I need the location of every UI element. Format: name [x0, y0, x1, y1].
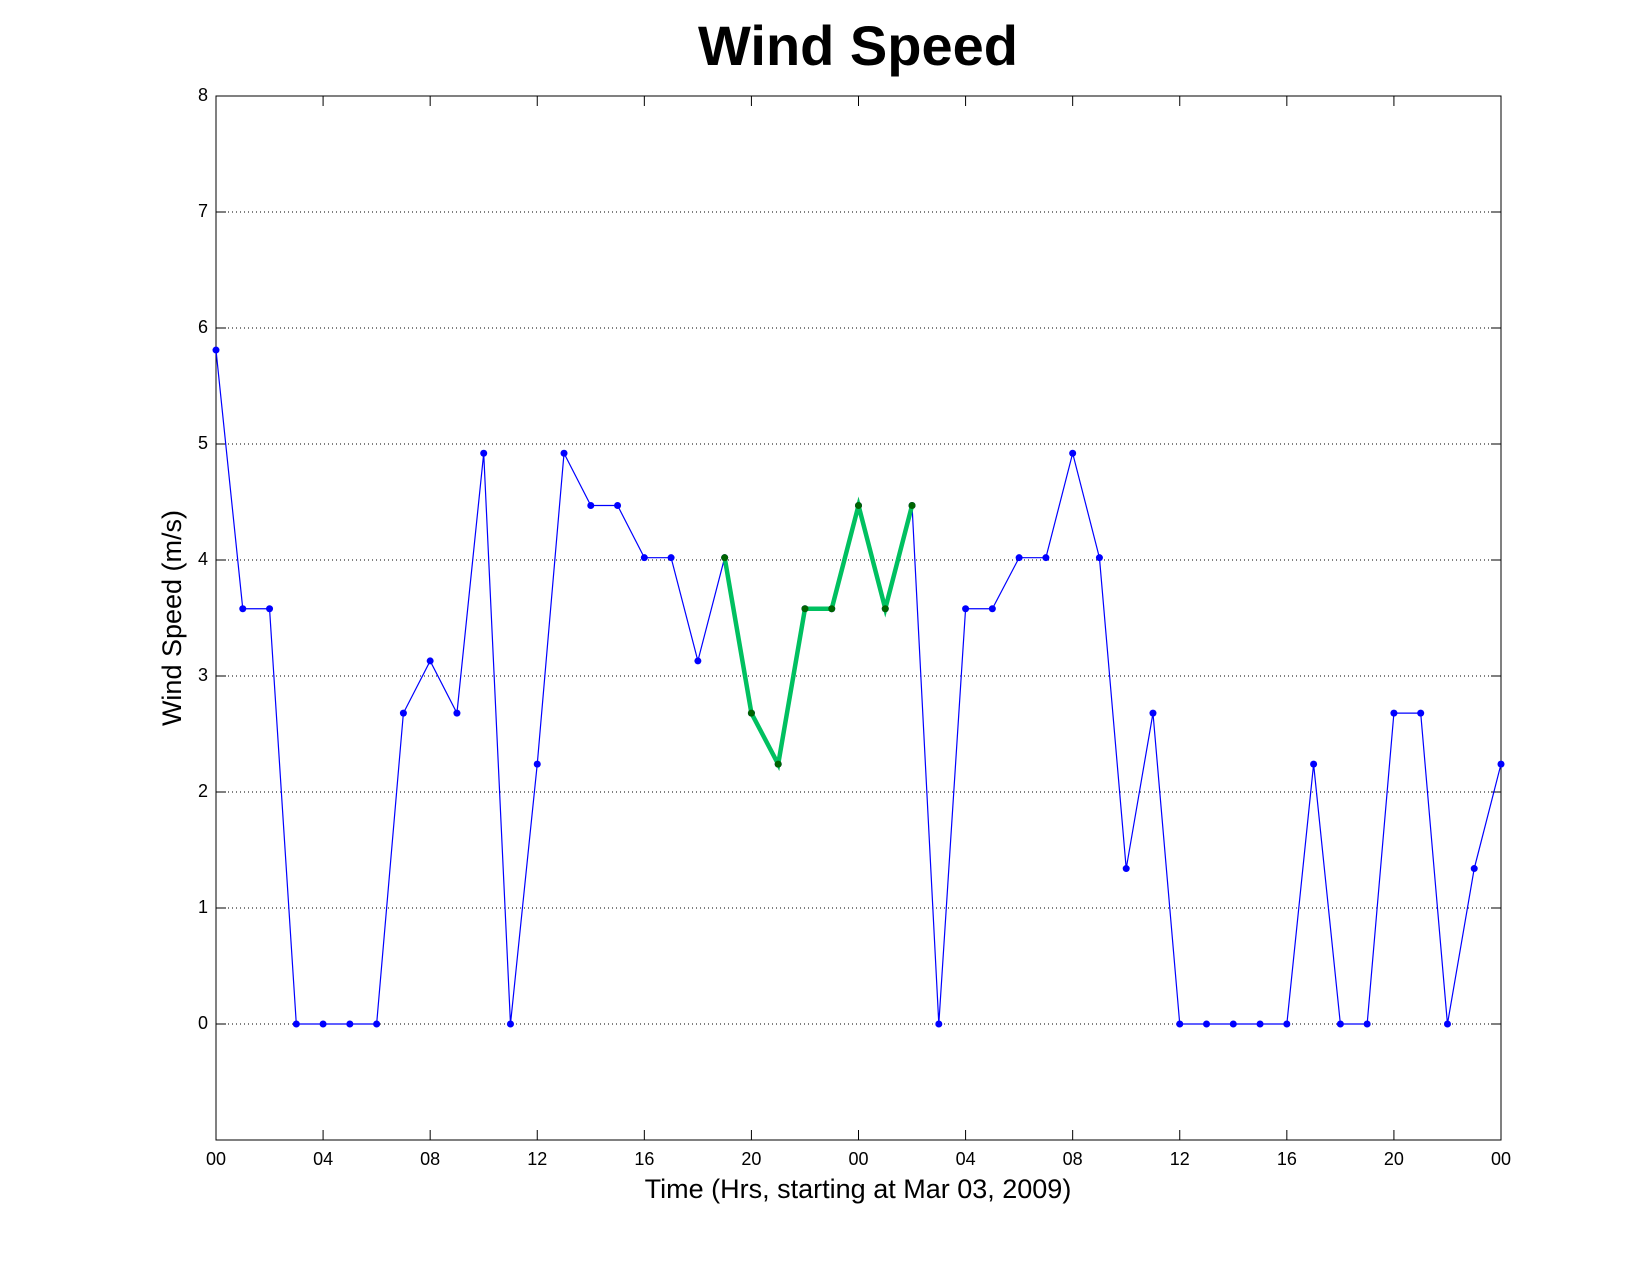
data-point: [587, 501, 595, 509]
data-point: [721, 554, 729, 562]
y-tick-label: 8: [198, 85, 208, 105]
x-tick-label: 12: [1170, 1149, 1190, 1169]
y-axis-label: Wind Speed (m/s): [157, 510, 187, 726]
data-point: [908, 501, 916, 509]
y-tick-label: 3: [198, 665, 208, 685]
y-tick-label: 0: [198, 1013, 208, 1033]
data-point: [1336, 1020, 1344, 1028]
data-point: [1470, 865, 1478, 873]
y-tick-label: 6: [198, 317, 208, 337]
x-tick-label: 20: [1384, 1149, 1404, 1169]
data-point: [801, 605, 809, 613]
x-tick-label: 16: [634, 1149, 654, 1169]
data-point: [426, 657, 434, 665]
data-point: [962, 605, 970, 613]
data-point: [1042, 554, 1050, 562]
data-point: [506, 1020, 514, 1028]
data-point: [399, 709, 407, 717]
data-point: [319, 1020, 327, 1028]
data-point: [935, 1020, 943, 1028]
y-tick-label: 4: [198, 549, 208, 569]
data-point: [453, 709, 461, 717]
y-tick-label: 2: [198, 781, 208, 801]
data-point: [292, 1020, 300, 1028]
data-point: [373, 1020, 381, 1028]
x-tick-label: 04: [956, 1149, 976, 1169]
data-point: [694, 657, 702, 665]
data-point: [747, 709, 755, 717]
data-point: [1176, 1020, 1184, 1028]
data-point: [1069, 449, 1077, 457]
data-point: [239, 605, 247, 613]
chart-title: Wind Speed: [698, 14, 1018, 77]
data-point: [1149, 709, 1157, 717]
data-point: [855, 501, 862, 509]
series-line: [722, 496, 915, 772]
data-point: [480, 449, 488, 457]
x-tick-label: 16: [1277, 1149, 1297, 1169]
x-tick-label: 00: [1491, 1149, 1511, 1169]
data-point: [533, 760, 541, 768]
data-point: [828, 605, 836, 613]
data-point: [1015, 554, 1023, 562]
data-point: [1283, 1020, 1291, 1028]
x-tick-label: 00: [848, 1149, 868, 1169]
data-point: [266, 605, 274, 613]
data-point: [1256, 1020, 1264, 1028]
data-point: [1229, 1020, 1237, 1028]
data-point: [1363, 1020, 1371, 1028]
data-point: [988, 605, 996, 613]
data-point: [1310, 760, 1318, 768]
y-tick-label: 5: [198, 433, 208, 453]
data-point: [346, 1020, 354, 1028]
data-point: [774, 760, 782, 768]
data-point: [1497, 760, 1505, 768]
x-tick-label: 08: [420, 1149, 440, 1169]
y-tick-label: 1: [198, 897, 208, 917]
data-point: [614, 501, 622, 509]
data-point: [1203, 1020, 1211, 1028]
plot-frame: [215, 95, 1502, 1141]
y-tick-label: 7: [198, 201, 208, 221]
x-tick-label: 12: [527, 1149, 547, 1169]
data-point: [1417, 709, 1425, 717]
data-point: [560, 449, 568, 457]
data-point: [212, 346, 220, 354]
x-axis-label: Time (Hrs, starting at Mar 03, 2009): [645, 1174, 1072, 1204]
data-point: [1390, 709, 1398, 717]
data-point: [667, 554, 675, 562]
x-tick-label: 08: [1063, 1149, 1083, 1169]
data-point: [1443, 1020, 1451, 1028]
data-point: [640, 554, 648, 562]
data-point: [1122, 865, 1130, 873]
x-tick-label: 00: [206, 1149, 226, 1169]
x-tick-label: 04: [313, 1149, 333, 1169]
data-point: [881, 605, 889, 613]
x-tick-label: 20: [741, 1149, 761, 1169]
data-point: [1095, 554, 1103, 562]
